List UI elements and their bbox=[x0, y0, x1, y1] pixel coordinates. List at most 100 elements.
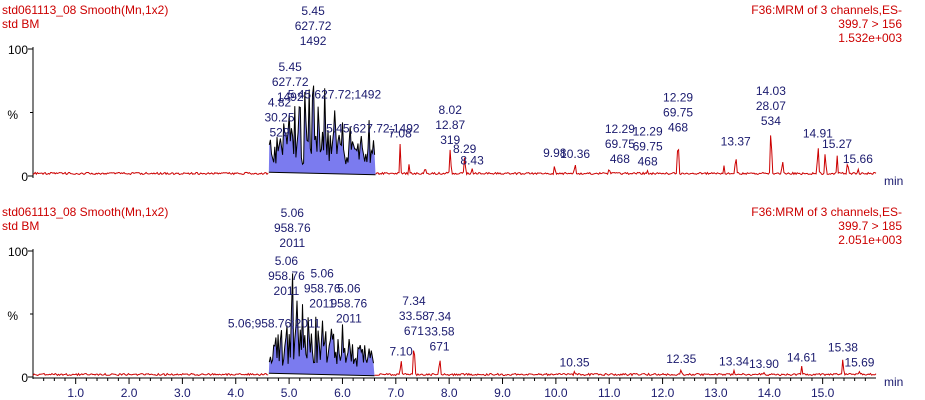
panel-1-transition: 399.7 > 156 bbox=[838, 17, 902, 31]
peak-label: 671 bbox=[430, 339, 450, 353]
x-tick-label: 14.0 bbox=[758, 386, 782, 400]
x-tick-label: 9.0 bbox=[494, 386, 511, 400]
panel-2-ytick-100: 100 bbox=[8, 245, 28, 259]
x-tick-label: 1.0 bbox=[67, 386, 84, 400]
peak-label: 5.45 bbox=[278, 60, 302, 74]
peak-label: 5.45 bbox=[301, 4, 325, 18]
peak-label: 14.03 bbox=[756, 84, 786, 98]
trace-line-tail bbox=[374, 350, 877, 377]
peak-label: 12.29 bbox=[605, 122, 635, 136]
peak-label: 529 bbox=[269, 125, 289, 139]
peak-label: 7.08 bbox=[388, 127, 412, 141]
peak-label: 5.06;958.76;2011 bbox=[228, 317, 321, 331]
peak-label: 12.29 bbox=[633, 125, 663, 139]
peak-label: 5.06 bbox=[311, 266, 335, 280]
peak-label: 627.72 bbox=[272, 75, 309, 89]
x-tick-label: 5.0 bbox=[281, 386, 298, 400]
peak-label: 671 bbox=[404, 324, 424, 338]
peak-label: 15.69 bbox=[844, 356, 874, 370]
x-tick-label: 3.0 bbox=[174, 386, 191, 400]
peak-label: 33.58 bbox=[425, 324, 455, 338]
panel-1-title: std061113_08 Smooth(Mn,1x2) bbox=[2, 3, 168, 17]
peak-label: 2011 bbox=[309, 296, 335, 310]
peak-label: 1492 bbox=[300, 34, 327, 48]
x-tick-label: 11.0 bbox=[598, 386, 621, 400]
panel-1-x-unit: min bbox=[884, 174, 903, 188]
peak-label: 2011 bbox=[279, 236, 305, 250]
peak-label: 33.58 bbox=[399, 309, 429, 323]
peak-label: 69.75 bbox=[633, 140, 663, 154]
panel-1: std061113_08 Smooth(Mn,1x2) std BM F36:M… bbox=[2, 3, 903, 188]
peak-label: 468 bbox=[668, 120, 688, 134]
panel-2-title: std061113_08 Smooth(Mn,1x2) bbox=[2, 205, 168, 219]
peak-label: 2011 bbox=[336, 312, 362, 326]
peak-label: 13.90 bbox=[749, 357, 779, 371]
peak-label: 958.76 bbox=[268, 269, 305, 283]
x-tick-label: 10.0 bbox=[544, 386, 568, 400]
panel-2-ylabel: % bbox=[7, 309, 18, 323]
peak-label: 13.34 bbox=[719, 354, 749, 368]
x-tick-label: 12.0 bbox=[651, 386, 675, 400]
peak-label: 7.34 bbox=[402, 294, 426, 308]
trace-line-integrated bbox=[268, 85, 376, 166]
peak-label: 5.06 bbox=[281, 206, 305, 220]
peak-label: 69.75 bbox=[605, 137, 635, 151]
peak-label: 1492 bbox=[277, 90, 304, 104]
integration-baseline bbox=[268, 372, 375, 377]
panel-2: std061113_08 Smooth(Mn,1x2) std BM F36:M… bbox=[2, 205, 903, 389]
peak-label: 8.02 bbox=[439, 103, 463, 117]
peak-label: 10.35 bbox=[560, 356, 590, 370]
peak-label: 15.66 bbox=[843, 152, 873, 166]
peak-label: 12.87 bbox=[435, 118, 465, 132]
panel-2-transition: 399.7 > 185 bbox=[838, 219, 902, 233]
peak-label: 8.29 bbox=[453, 142, 477, 156]
x-tick-label: 6.0 bbox=[334, 386, 351, 400]
peak-label: 7.34 bbox=[428, 309, 452, 323]
panel-2-intensity: 2.051e+003 bbox=[838, 233, 902, 247]
peak-label: 69.75 bbox=[663, 105, 693, 119]
peak-label: 5.06 bbox=[275, 254, 299, 268]
peak-label: 4.82 bbox=[268, 95, 292, 109]
peak-label: 5.06 bbox=[337, 282, 361, 296]
peak-label: 14.91 bbox=[803, 127, 833, 141]
x-tick-label: 15.0 bbox=[811, 386, 835, 400]
trace-line-tail bbox=[375, 135, 877, 176]
peak-label: 958.76 bbox=[331, 297, 368, 311]
panel-2-function: F36:MRM of 3 channels,ES- bbox=[751, 205, 902, 219]
panel-1-function: F36:MRM of 3 channels,ES- bbox=[751, 3, 902, 17]
x-tick-label: 4.0 bbox=[227, 386, 244, 400]
panel-1-ylabel: % bbox=[7, 108, 18, 122]
panel-1-ytick-0: 0 bbox=[21, 170, 28, 184]
peak-label: 2011 bbox=[274, 284, 300, 298]
peak-label: 15.38 bbox=[828, 341, 858, 355]
peak-label: 13.37 bbox=[721, 134, 751, 148]
peak-label: 7.10 bbox=[389, 344, 413, 358]
integration-baseline bbox=[268, 171, 376, 176]
panel-2-ytick-0: 0 bbox=[21, 371, 28, 385]
panel-1-intensity: 1.532e+003 bbox=[838, 31, 902, 45]
peak-label: 319 bbox=[440, 133, 460, 147]
peak-label: 627.72 bbox=[295, 19, 332, 33]
peak-label: 28.07 bbox=[756, 99, 786, 113]
peak-label: 534 bbox=[761, 114, 781, 128]
peak-label: 12.29 bbox=[663, 90, 693, 104]
x-tick-label: 13.0 bbox=[704, 386, 728, 400]
peak-label: 8.43 bbox=[460, 153, 484, 167]
x-tick-label: 8.0 bbox=[441, 386, 458, 400]
peak-label: 958.76 bbox=[304, 281, 341, 295]
panel-1-ytick-100: 100 bbox=[8, 43, 28, 57]
x-tick-label: 2.0 bbox=[121, 386, 138, 400]
integrated-peak-area bbox=[268, 273, 375, 376]
peak-label: 12.35 bbox=[666, 352, 696, 366]
trace-line-integrated bbox=[268, 273, 374, 367]
peak-label: 14.61 bbox=[787, 351, 817, 365]
peak-label: 468 bbox=[638, 155, 658, 169]
peak-label: 30.25 bbox=[264, 110, 294, 124]
panel-1-plot: 5.45627.7214925.45627.7214925.45;627.72;… bbox=[28, 4, 877, 178]
panel-2-x-unit: min bbox=[884, 375, 903, 389]
panel-1-subtitle: std BM bbox=[2, 17, 39, 31]
peak-label: 10.36 bbox=[560, 147, 590, 161]
x-axis: 1.0 2.0 3.0 4.0 5.0 6.0 7.0 8.0 9.0 10.0 11.0 12.0 1… bbox=[33, 377, 876, 400]
peak-label: 15.27 bbox=[822, 137, 852, 151]
peak-label: 5.45;627.72;1492 bbox=[326, 122, 420, 136]
